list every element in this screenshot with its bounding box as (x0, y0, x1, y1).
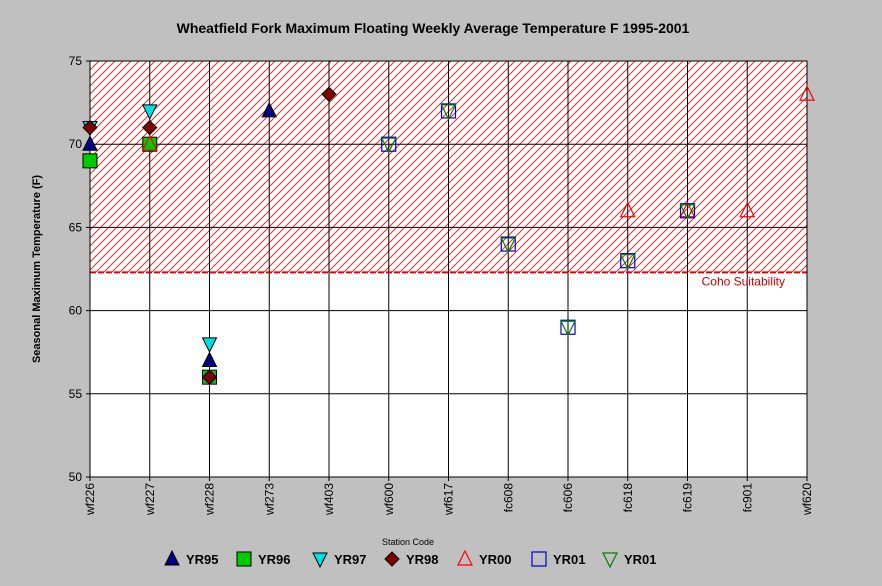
legend-marker (602, 552, 618, 569)
series-yr98-3 (82, 86, 337, 385)
legend-marker (236, 551, 252, 567)
data-point (560, 320, 576, 337)
data-point (201, 351, 218, 368)
legend-label: YR95 (186, 552, 219, 567)
data-point (82, 135, 98, 151)
legend-label: YR97 (334, 552, 367, 567)
x-tick-label: wf226 (83, 483, 97, 516)
x-tick-label: wf227 (143, 483, 157, 516)
legend-label: YR00 (479, 552, 512, 567)
legend-marker (384, 551, 400, 567)
series-yr01-6 (380, 104, 696, 337)
data-point (799, 84, 815, 101)
x-tick-label: wf228 (203, 483, 217, 516)
y-tick-label: 75 (69, 54, 83, 68)
legend-marker (531, 551, 547, 567)
x-axis-label: Station Code (382, 537, 434, 547)
data-point (201, 369, 218, 385)
x-tick-label: wf600 (382, 483, 396, 516)
legend-marker (457, 549, 473, 566)
legend-item: YR01 (531, 551, 586, 567)
legend: YR95 YR96 YR97 YR98 YR00 YR01 YR01 (164, 549, 657, 569)
y-tick-label: 65 (69, 220, 83, 234)
x-tick-label: wf403 (322, 483, 336, 516)
legend-item: YR01 (602, 552, 657, 569)
legend-item: YR00 (457, 549, 512, 567)
legend-label: YR01 (624, 552, 657, 567)
data-point (619, 201, 636, 218)
legend-item: YR95 (164, 549, 219, 567)
y-tick-label: 60 (69, 304, 83, 318)
data-point (500, 237, 517, 254)
legend-marker (164, 549, 180, 566)
x-tick-label: fc619 (681, 483, 695, 513)
data-point (619, 254, 636, 271)
legend-item: YR97 (312, 552, 367, 569)
data-point (141, 104, 158, 121)
data-point (201, 337, 218, 353)
chart-title: Wheatfield Fork Maximum Floating Weekly … (177, 20, 690, 36)
legend-label: YR98 (406, 552, 439, 567)
data-point (739, 201, 756, 218)
y-axis-label: Seasonal Maximum Temperature (F) (31, 175, 43, 363)
data-point (142, 119, 158, 136)
data-point (142, 136, 158, 152)
x-tick-label: fc901 (740, 483, 754, 513)
series-yr95-0 (82, 101, 278, 368)
x-tick-label: fc608 (501, 483, 515, 513)
series-yr00-4 (141, 84, 815, 218)
data-points (82, 84, 815, 385)
data-point (261, 101, 278, 118)
y-axis-ticks: 50 55 60 65 70 75 (69, 54, 90, 484)
x-axis-ticks: wf226 wf227 wf228 wf273 wf403 wf600 wf617 fc608… (83, 477, 814, 516)
data-point (679, 204, 696, 221)
y-tick-label: 55 (69, 387, 83, 401)
data-point (82, 119, 98, 136)
y-tick-label: 50 (69, 470, 83, 484)
legend-item: YR96 (236, 551, 291, 567)
y-tick-label: 70 (69, 137, 83, 151)
legend-marker (312, 552, 328, 569)
x-tick-label: wf617 (442, 483, 456, 516)
data-point (82, 153, 98, 169)
x-tick-label: fc606 (561, 483, 575, 513)
legend-label: YR01 (553, 552, 586, 567)
legend-item: YR98 (384, 551, 439, 567)
x-tick-label: wf273 (262, 483, 276, 516)
data-point (141, 134, 158, 151)
data-point (321, 86, 337, 102)
data-point (440, 104, 457, 121)
x-tick-label: wf620 (800, 483, 814, 516)
x-tick-label: fc618 (621, 483, 635, 513)
coho-suitability-label: Coho Suitability (702, 274, 785, 288)
data-point (679, 201, 696, 218)
legend-label: YR96 (258, 552, 291, 567)
data-point (380, 137, 397, 154)
